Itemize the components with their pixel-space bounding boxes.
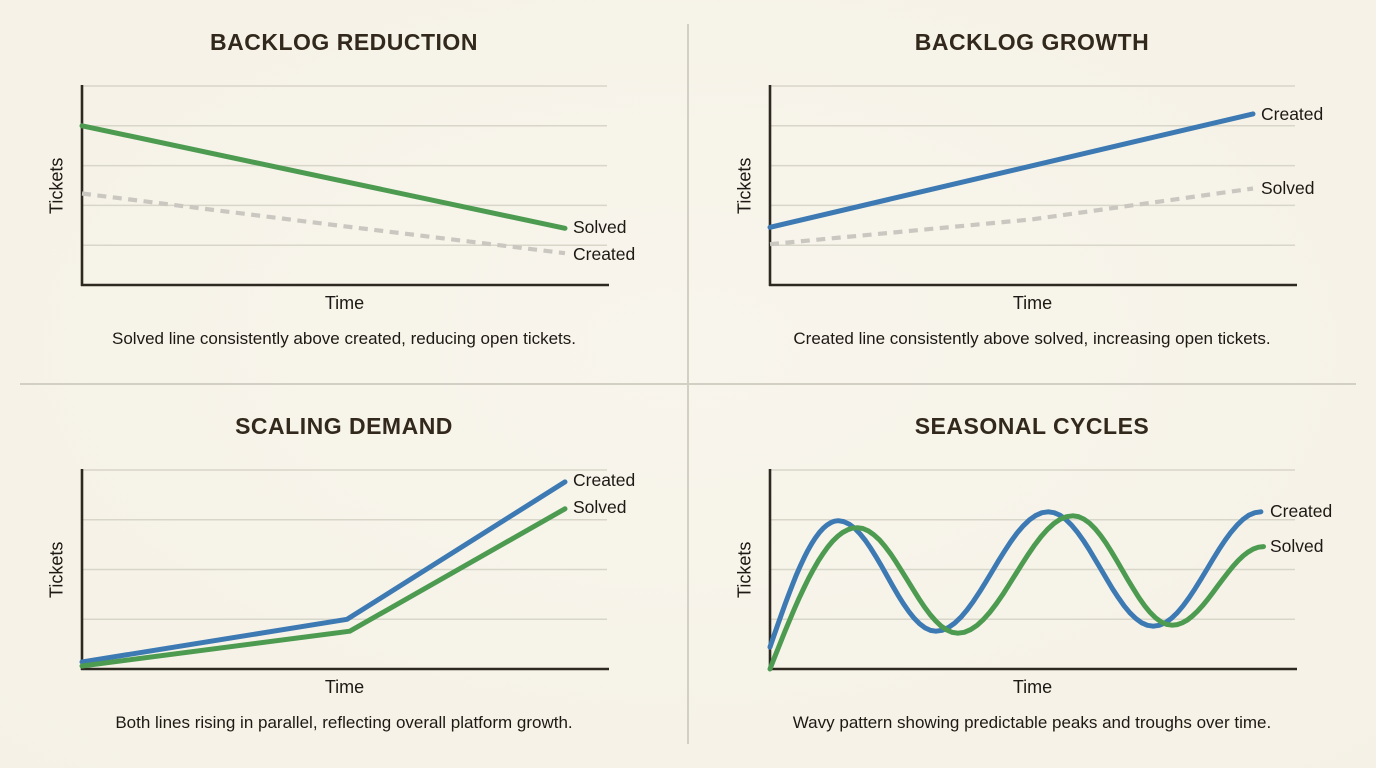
chart-panel-backlog-growth: BACKLOG GROWTH Tickets Time Created line…	[688, 0, 1376, 384]
legend-label-created: Created	[1261, 104, 1324, 124]
series-created-line	[767, 111, 1256, 230]
legend-label-created: Created	[1270, 501, 1333, 521]
chart-caption: Both lines rising in parallel, reflectin…	[115, 713, 573, 732]
legend-label-solved: Solved	[573, 497, 627, 517]
y-axis-label: Tickets	[734, 157, 755, 215]
legend-label-solved: Solved	[1270, 536, 1324, 556]
chart-title: SCALING DEMAND	[235, 413, 453, 439]
chart-title: SEASONAL CYCLES	[914, 413, 1150, 439]
chart-panel-backlog-reduction: BACKLOG REDUCTION Tickets Time Solved li…	[0, 0, 688, 384]
series-solved-line	[769, 186, 1254, 247]
y-axis-label: Tickets	[734, 541, 755, 599]
series-created-line	[81, 191, 566, 256]
x-axis-label: Time	[1012, 677, 1053, 697]
y-axis-label: Tickets	[46, 157, 67, 215]
x-axis-label: Time	[324, 293, 365, 313]
chart-plot-area	[79, 85, 609, 287]
series-solved-line	[79, 123, 568, 231]
legend-label-created: Created	[573, 470, 636, 490]
legend-label-solved: Solved	[573, 217, 627, 237]
series-solved-line	[79, 506, 568, 669]
chart-caption: Wavy pattern showing predictable peaks a…	[792, 713, 1272, 732]
y-axis-label: Tickets	[46, 541, 67, 599]
x-axis-label: Time	[1012, 293, 1053, 313]
chart-panel-seasonal-cycles: SEASONAL CYCLES Tickets Time Wavy patter…	[688, 384, 1376, 768]
legend-label-solved: Solved	[1261, 178, 1315, 198]
chart-title: BACKLOG REDUCTION	[210, 29, 478, 55]
chart-plot-area	[79, 469, 609, 671]
chart-panel-scaling-demand: SCALING DEMAND Tickets Time Both lines r…	[0, 384, 688, 768]
chart-caption: Solved line consistently above created, …	[112, 329, 576, 348]
series-created-line	[767, 509, 1264, 650]
chart-caption: Created line consistently above solved, …	[793, 329, 1271, 348]
chart-title: BACKLOG GROWTH	[914, 29, 1150, 55]
legend-label-created: Created	[573, 244, 636, 264]
chart-plot-area	[767, 469, 1297, 672]
quadrant-divider-horizontal	[20, 383, 1356, 385]
chart-plot-area	[767, 85, 1297, 287]
x-axis-label: Time	[324, 677, 365, 697]
series-solved-line	[767, 513, 1266, 672]
series-created-line	[79, 479, 568, 665]
